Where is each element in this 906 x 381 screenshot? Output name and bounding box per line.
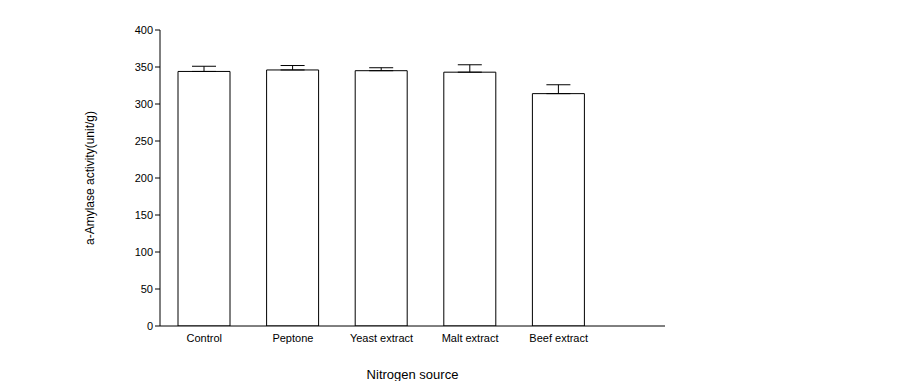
- svg-text:50: 50: [141, 283, 153, 295]
- svg-text:Yeast extract: Yeast extract: [350, 332, 413, 344]
- svg-text:Peptone: Peptone: [272, 332, 313, 344]
- svg-text:Nitrogen source: Nitrogen source: [367, 367, 459, 381]
- svg-text:Control: Control: [187, 332, 222, 344]
- svg-text:100: 100: [135, 246, 153, 258]
- svg-text:350: 350: [135, 61, 153, 73]
- svg-text:a-Amylase activity(unit/g): a-Amylase activity(unit/g): [83, 111, 97, 245]
- svg-text:150: 150: [135, 209, 153, 221]
- svg-text:Malt extract: Malt extract: [442, 332, 499, 344]
- svg-text:Beef extract: Beef extract: [529, 332, 588, 344]
- svg-text:400: 400: [135, 24, 153, 36]
- svg-text:200: 200: [135, 172, 153, 184]
- svg-text:250: 250: [135, 135, 153, 147]
- svg-text:300: 300: [135, 98, 153, 110]
- svg-text:0: 0: [147, 320, 153, 332]
